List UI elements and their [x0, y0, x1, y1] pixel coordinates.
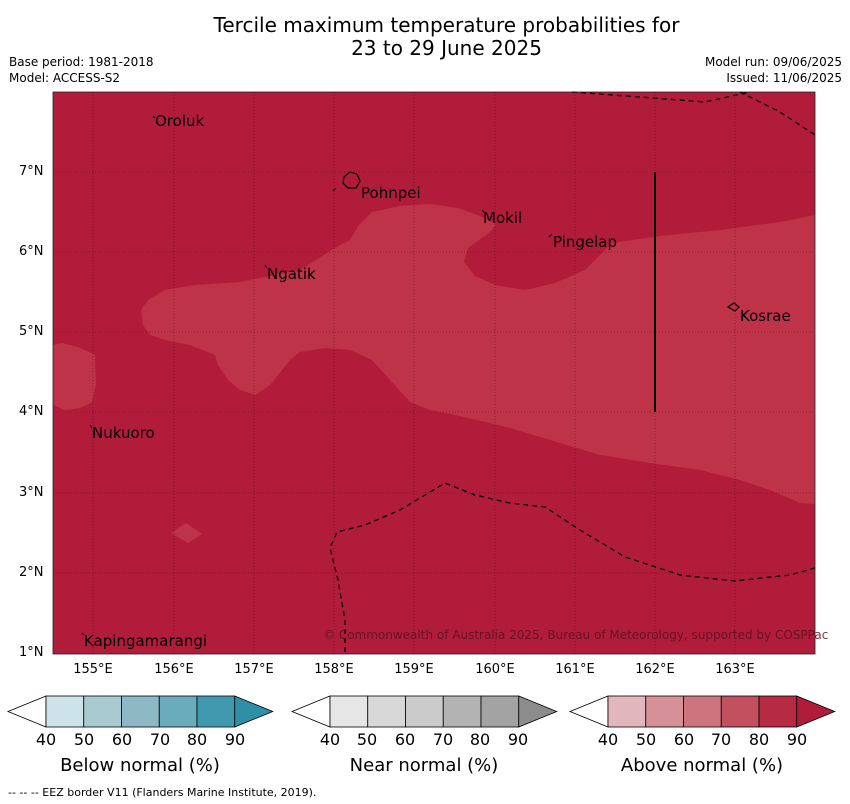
lon-label-163e: 163°E — [715, 662, 755, 677]
run-info: Model run: 09/06/2025 Issued: 11/06/2025 — [705, 54, 842, 86]
model-run-date: Model run: 09/06/2025 — [704, 55, 842, 69]
island-marker-ngatik — [264, 264, 268, 269]
above-colorbar-segment — [645, 695, 684, 728]
lon-label-157e: 157°E — [234, 662, 274, 677]
forecast-map — [52, 91, 816, 655]
model-name: Model: ACCESS-S2 — [9, 71, 121, 85]
lat-label-3n: 3°N — [19, 485, 44, 500]
near-colorbar-over — [518, 695, 558, 728]
near-colorbar-segment — [367, 695, 406, 728]
near-colorbar-under — [290, 695, 331, 728]
island-marker-mokil — [481, 209, 485, 213]
below-tick-60: 60 — [111, 730, 133, 749]
above-tick-50: 50 — [635, 730, 657, 749]
island-marker-pingelap — [548, 233, 553, 238]
below-colorbar-segment — [121, 695, 160, 728]
below-colorbar-segment — [83, 695, 122, 728]
lat-label-1n: 1°N — [19, 645, 44, 660]
above-tick-80: 80 — [748, 730, 770, 749]
base-period: Base period: 1981-2018 — [9, 55, 154, 69]
near-tick-80: 80 — [469, 730, 491, 749]
below-colorbar-segment — [45, 695, 85, 728]
below-tick-70: 70 — [149, 730, 171, 749]
near-tick-70: 70 — [432, 730, 454, 749]
place-oroluk: Oroluk — [155, 112, 205, 130]
near-colorbar-segment — [480, 695, 520, 728]
place-mokil: Mokil — [483, 209, 523, 227]
island-marker-pohnpei-small — [332, 187, 337, 192]
lat-label-4n: 4°N — [19, 404, 44, 419]
lon-label-158e: 158°E — [314, 662, 354, 677]
near-tick-50: 50 — [356, 730, 378, 749]
title-line-2: 23 to 29 June 2025 — [351, 36, 542, 60]
below-colorbar-segment — [196, 695, 236, 728]
above-70-region-west — [53, 343, 96, 410]
near-tick-60: 60 — [394, 730, 416, 749]
graticule — [53, 92, 815, 654]
place-ngatik: Ngatik — [267, 265, 316, 283]
near-tick-90: 90 — [507, 730, 529, 749]
below-colorbar-segment — [158, 695, 198, 728]
model-info: Base period: 1981-2018 Model: ACCESS-S2 — [9, 54, 154, 86]
island-marker-oroluk — [152, 115, 156, 119]
lon-label-161e: 161°E — [555, 662, 595, 677]
below-tick-90: 90 — [224, 730, 246, 749]
place-pohnpei: Pohnpei — [361, 184, 421, 202]
above-colorbar-under — [568, 695, 609, 728]
near-colorbar-segment — [329, 695, 369, 728]
lat-label-5n: 5°N — [19, 324, 44, 339]
island-marker-kapingamarangi — [81, 632, 85, 636]
below-colorbar-under — [6, 695, 47, 728]
near-colorbar — [290, 695, 558, 728]
lon-label-162e: 162°E — [635, 662, 675, 677]
near-colorbar-segment — [442, 695, 482, 728]
below-tick-40: 40 — [35, 730, 57, 749]
above-tick-90: 90 — [786, 730, 808, 749]
above-70-region — [141, 204, 815, 504]
above-colorbar-segment — [683, 695, 722, 728]
title-line-1: Tercile maximum temperature probabilitie… — [213, 13, 680, 37]
lat-label-7n: 7°N — [19, 164, 44, 179]
eez-legend-note: -- -- -- EEZ border V11 (Flanders Marine… — [8, 786, 317, 799]
eez-borders — [329, 91, 816, 652]
above-normal-label: Above normal (%) — [620, 755, 784, 776]
map-title: Tercile maximum temperature probabilitie… — [0, 14, 850, 60]
island-marker-nukuoro — [89, 424, 93, 429]
below-colorbar-over — [234, 695, 274, 728]
near-normal-label: Near normal (%) — [349, 755, 499, 776]
place-nukuoro: Nukuoro — [92, 424, 155, 442]
lon-label-159e: 159°E — [394, 662, 434, 677]
map-frame — [52, 91, 816, 655]
above-colorbar-segment — [758, 695, 798, 728]
above-colorbar-over — [796, 695, 836, 728]
above-colorbar — [568, 695, 836, 728]
above-colorbar-segment — [607, 695, 647, 728]
kosrae-island-icon — [726, 302, 740, 312]
near-tick-40: 40 — [319, 730, 341, 749]
below-normal-label: Below normal (%) — [60, 755, 220, 776]
lon-label-156e: 156°E — [154, 662, 194, 677]
below-tick-50: 50 — [73, 730, 95, 749]
issued-date: Issued: 11/06/2025 — [726, 71, 842, 85]
lon-label-155e: 155°E — [73, 662, 113, 677]
pohnpei-island-icon — [342, 171, 361, 189]
above-tick-60: 60 — [673, 730, 695, 749]
copyright-notice: © Commonwealth of Australia 2025, Bureau… — [323, 628, 829, 642]
above-tick-40: 40 — [597, 730, 619, 749]
above-colorbar-segment — [720, 695, 760, 728]
lat-label-2n: 2°N — [19, 565, 44, 580]
below-tick-80: 80 — [186, 730, 208, 749]
lon-label-160e: 160°E — [475, 662, 515, 677]
above-tick-70: 70 — [710, 730, 732, 749]
place-kosrae: Kosrae — [740, 307, 791, 325]
above-70-region-small — [171, 523, 202, 543]
near-colorbar-segment — [405, 695, 444, 728]
lat-label-6n: 6°N — [19, 244, 44, 259]
place-kapingamarangi: Kapingamarangi — [84, 632, 208, 650]
below-colorbar — [6, 695, 274, 728]
place-pingelap: Pingelap — [553, 233, 618, 251]
